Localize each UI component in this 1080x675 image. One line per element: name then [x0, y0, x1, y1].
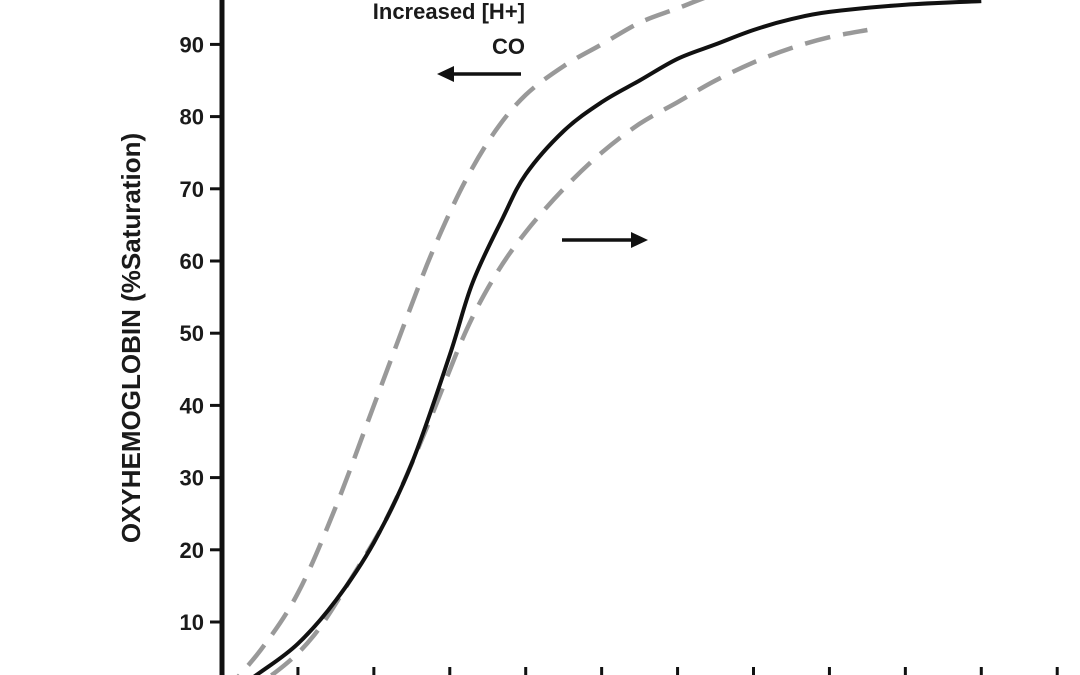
y-tick-label: 10: [180, 610, 204, 635]
y-tick-label: 30: [180, 466, 204, 491]
axes: 10 20 30 40 50 60 70 80 90: [180, 0, 1059, 675]
normal-curve: [252, 0, 982, 675]
annotations: Increased [H+] CO: [373, 0, 648, 248]
right-shift-curve: [267, 27, 868, 675]
arrow-left-icon: [437, 66, 521, 82]
y-tick-label: 50: [180, 321, 204, 346]
left-shift-curve: [236, 0, 706, 675]
y-tick-label: 90: [180, 32, 204, 57]
curves: [236, 0, 982, 675]
annotation-increased-h: Increased [H+]: [373, 0, 525, 24]
y-tick-label: 60: [180, 249, 204, 274]
arrow-right-icon: [562, 232, 648, 248]
y-tick-label: 20: [180, 538, 204, 563]
y-tick-label: 40: [180, 393, 204, 418]
y-axis-title: OXYHEMOGLOBIN (%Saturation): [116, 133, 146, 543]
annotation-co: CO: [492, 34, 525, 59]
y-tick-label: 70: [180, 177, 204, 202]
y-tick-label: 80: [180, 105, 204, 130]
